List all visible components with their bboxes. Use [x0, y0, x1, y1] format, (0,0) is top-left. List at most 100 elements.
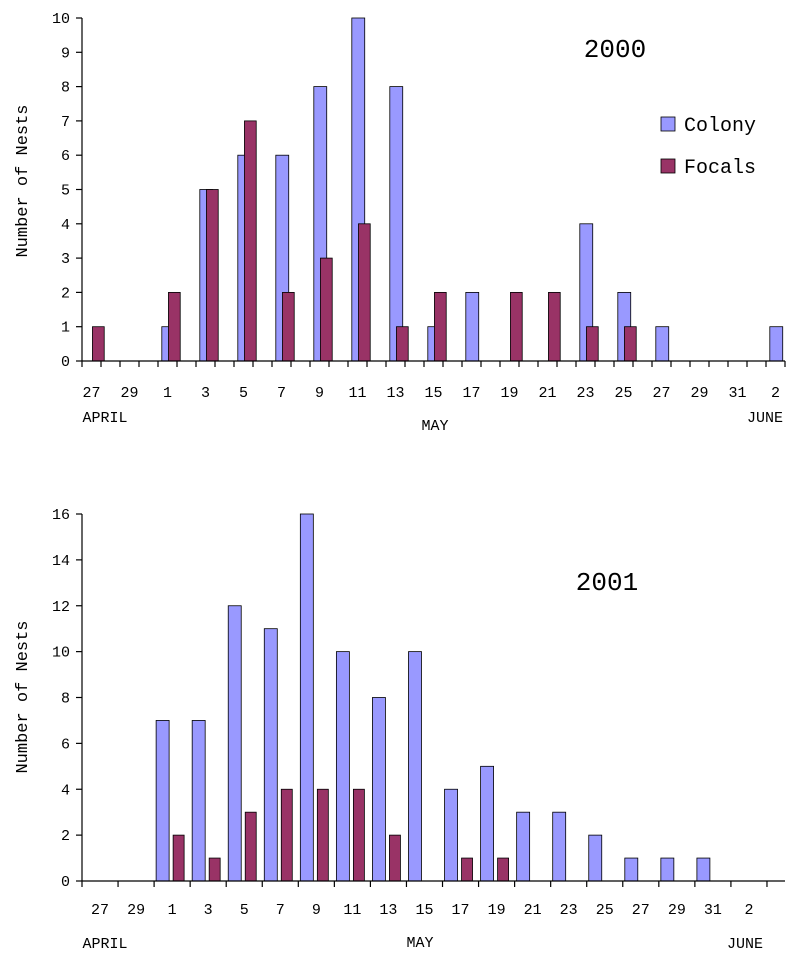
bar-focals-5 [280, 788, 293, 882]
y-tick-label: 6 [61, 148, 70, 165]
bar-colony-14 [588, 834, 603, 882]
bar-colony-16 [660, 857, 675, 882]
bar-focals-22 [510, 291, 523, 362]
x-tick-label: 19 [488, 902, 506, 919]
x-tick-label: 3 [201, 385, 210, 402]
x-tick-label: 29 [127, 902, 145, 919]
bar-colony-3 [191, 720, 206, 882]
y-tick-label: 3 [61, 251, 70, 268]
bar-focals-7 [352, 788, 365, 882]
y-tick-label: 12 [52, 599, 70, 616]
bar-focals-10 [461, 857, 473, 882]
x-tick-label: 11 [348, 385, 366, 402]
bar-focals-24 [548, 291, 561, 362]
x-tick-label: 5 [239, 385, 248, 402]
bar-focals-16 [396, 326, 409, 362]
legend-label-colony: Colony [684, 115, 756, 138]
x-tick-label: 23 [576, 385, 594, 402]
month-label-may: MAY [421, 418, 448, 435]
y-tick-label: 9 [61, 45, 70, 62]
x-tick-label: 2 [771, 385, 780, 402]
bar-focals-0 [92, 326, 105, 362]
legend: Colony Focals [660, 115, 756, 180]
x-tick-label: 23 [560, 902, 578, 919]
bar-focals-2 [172, 834, 185, 882]
bar-colony-6 [299, 513, 314, 882]
bar-focals-28 [624, 326, 637, 362]
y-tick-label: 6 [61, 736, 70, 753]
y-tick-label: 2 [61, 285, 70, 302]
bar-colony-13 [552, 811, 567, 882]
y-tick-label: 2 [61, 828, 70, 845]
bar-colony-5 [263, 628, 278, 882]
legend-swatch-focals [660, 158, 676, 174]
y-axis-title: Number of Nests [14, 104, 33, 257]
bar-focals-4 [244, 811, 257, 882]
month-label-april: APRIL [82, 936, 127, 953]
bar-focals-26 [586, 326, 599, 362]
x-tick-label: 29 [690, 385, 708, 402]
bar-focals-8 [389, 834, 401, 882]
legend-label-focals: Focals [684, 157, 756, 180]
x-tick-label: 21 [538, 385, 556, 402]
x-tick-label: 13 [379, 902, 397, 919]
bar-focals-3 [208, 857, 221, 882]
y-tick-label: 16 [52, 507, 70, 524]
x-tick-label: 17 [462, 385, 480, 402]
x-tick-label: 25 [596, 902, 614, 919]
bar-colony-11 [480, 765, 494, 882]
bar-colony-2 [155, 720, 170, 882]
y-tick-label: 5 [61, 183, 70, 200]
x-tick-label: 2 [744, 902, 753, 919]
bar-colony-7 [335, 651, 350, 882]
bar-focals-14 [358, 223, 371, 362]
x-tick-label: 27 [91, 902, 109, 919]
x-tick-label: 13 [386, 385, 404, 402]
x-tick-label: 11 [343, 902, 361, 919]
x-tick-label: 7 [277, 385, 286, 402]
x-tick-label: 31 [704, 902, 722, 919]
bar-focals-4 [168, 291, 181, 362]
y-tick-label: 0 [61, 874, 70, 891]
bar-focals-8 [244, 120, 257, 362]
bar-colony-36 [769, 326, 784, 362]
x-tick-label: 19 [500, 385, 518, 402]
bar-colony-10 [444, 788, 458, 882]
x-tick-label: 3 [204, 902, 213, 919]
y-tick-label: 4 [61, 217, 70, 234]
y-tick-label: 7 [61, 114, 70, 131]
x-tick-label: 7 [276, 902, 285, 919]
x-tick-label: 15 [415, 902, 433, 919]
month-label-april: APRIL [82, 410, 127, 427]
x-tick-label: 27 [652, 385, 670, 402]
x-tick-label: 1 [168, 902, 177, 919]
y-tick-label: 10 [52, 645, 70, 662]
bar-focals-11 [497, 857, 509, 882]
chart-title: 2000 [584, 35, 646, 65]
y-tick-label: 1 [61, 320, 70, 337]
y-axis-title: Number of Nests [14, 620, 33, 773]
month-label-june: JUNE [727, 936, 763, 953]
month-label-may: MAY [406, 935, 433, 952]
bar-colony-20 [465, 291, 480, 362]
x-tick-label: 17 [452, 902, 470, 919]
bar-colony-30 [655, 326, 670, 362]
chart-title: 2001 [576, 568, 638, 598]
x-tick-label: 27 [82, 385, 100, 402]
y-tick-label: 10 [52, 11, 70, 28]
bar-colony-4 [227, 605, 242, 882]
x-tick-label: 25 [614, 385, 632, 402]
bar-colony-15 [624, 857, 639, 882]
x-tick-label: 31 [728, 385, 746, 402]
bar-focals-12 [320, 257, 333, 362]
bar-focals-6 [206, 189, 219, 362]
y-tick-label: 4 [61, 782, 70, 799]
x-tick-label: 29 [668, 902, 686, 919]
bar-colony-12 [516, 811, 531, 882]
bar-colony-17 [696, 857, 711, 882]
bar-colony-16 [389, 86, 404, 362]
